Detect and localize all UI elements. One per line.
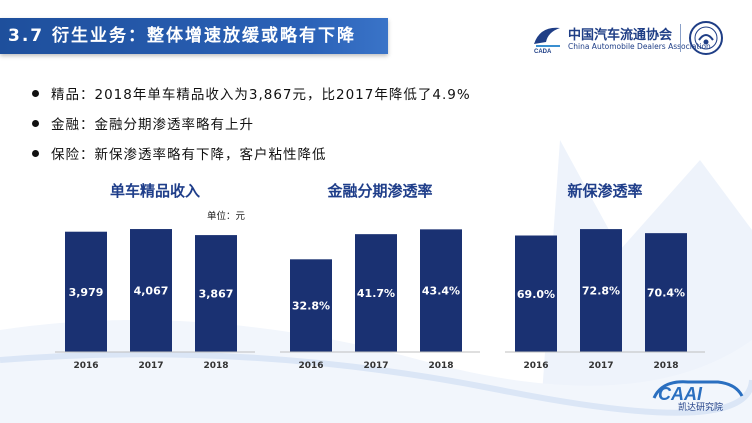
chart-accessory-revenue: 单车精品收入 单位：元 3,979 2016 4,067 2017 3,867 2018 (55, 180, 255, 380)
chart-plot: 32.8% 2016 41.7% 2017 43.4% 2018 (280, 229, 480, 371)
bullet-insurance: 保险：新保渗透率略有下降，客户粘性降低 (32, 144, 471, 174)
chart-unit-label: 单位：元 (207, 211, 246, 222)
chart-insurance-penetration: 新保渗透率 69.0% 2016 72.8% 2017 70.4% 2018 (505, 180, 705, 380)
bar-value-label: 41.7% (357, 287, 395, 300)
bullet-dot (32, 119, 39, 127)
x-tick-label: 2017 (588, 361, 613, 371)
bar-value-label: 70.4% (647, 287, 685, 300)
bar-2018 (420, 229, 462, 352)
bar-value-label: 3,867 (199, 288, 234, 301)
x-tick-label: 2017 (363, 361, 388, 371)
association-name-cn: 中国汽车流通协会 (568, 28, 673, 43)
bullet-finance: 金融：金融分期渗透率略有上升 (32, 114, 471, 144)
bar-2017 (355, 234, 397, 352)
chart-title: 金融分期渗透率 (327, 182, 433, 200)
slide-title: 3.7 衍生业务：整体增速放缓或略有下降 (8, 26, 357, 46)
svg-text:CADA: CADA (534, 49, 552, 54)
seal-icon (689, 21, 723, 55)
bar-2017 (580, 229, 622, 352)
x-tick-label: 2016 (73, 361, 98, 371)
x-tick-label: 2016 (298, 361, 323, 371)
x-tick-label: 2018 (203, 361, 228, 371)
bar-2018 (195, 235, 237, 352)
bullet-text: 金融：金融分期渗透率略有上升 (51, 117, 254, 133)
association-logo: CADA 中国汽车流通协会 China Automobile Dealers A… (530, 20, 752, 58)
chart-plot: 69.0% 2016 72.8% 2017 70.4% 2018 (505, 229, 705, 371)
bar-value-label: 72.8% (582, 285, 620, 298)
bar-value-label: 32.8% (292, 300, 330, 313)
chart-finance-penetration: 金融分期渗透率 32.8% 2016 41.7% 2017 43.4% 2018 (280, 180, 480, 380)
title-bar: 3.7 衍生业务：整体增速放缓或略有下降 (0, 18, 388, 54)
car-logo-icon: CAAI (652, 380, 744, 404)
bar-value-label: 43.4% (422, 285, 460, 298)
x-tick-label: 2016 (523, 361, 548, 371)
bar-value-label: 3,979 (69, 286, 104, 299)
bar-2016 (290, 259, 332, 352)
bar-value-label: 4,067 (134, 285, 169, 298)
x-tick-label: 2018 (428, 361, 453, 371)
chart-title: 新保渗透率 (567, 182, 643, 200)
bullet-text: 精品：2018年单车精品收入为3,867元，比2017年降低了4.9% (51, 87, 471, 103)
bar-2018 (645, 233, 687, 352)
bullet-jingpin: 精品：2018年单车精品收入为3,867元，比2017年降低了4.9% (32, 84, 471, 114)
chart-plot: 3,979 2016 4,067 2017 3,867 2018 (55, 229, 255, 371)
bullet-dot (32, 89, 39, 97)
bar-2017 (130, 229, 172, 352)
x-tick-label: 2018 (653, 361, 678, 371)
bar-2016 (65, 231, 107, 352)
svg-text:CAAI: CAAI (658, 384, 703, 404)
bullet-text: 保险：新保渗透率略有下降，客户粘性降低 (51, 147, 327, 163)
bar-2016 (515, 235, 557, 352)
x-tick-label: 2017 (138, 361, 163, 371)
association-name-en: China Automobile Dealers Association (568, 42, 711, 51)
bullet-list: 精品：2018年单车精品收入为3,867元，比2017年降低了4.9% 金融：金… (32, 84, 471, 174)
chart-title: 单车精品收入 (109, 182, 200, 200)
bar-value-label: 69.0% (517, 288, 555, 301)
logo-divider (680, 24, 681, 52)
footer-logo: CAAI 凯达研究院 (648, 374, 748, 420)
footer-brand: 凯达研究院 (678, 403, 724, 413)
bullet-dot (32, 149, 39, 157)
cada-logo-icon: CADA (534, 27, 560, 54)
